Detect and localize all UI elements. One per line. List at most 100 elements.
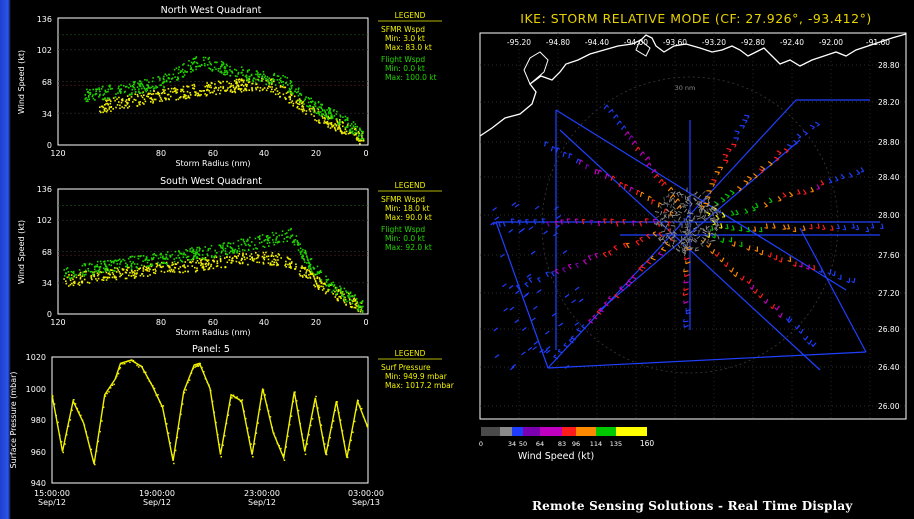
data-point bbox=[172, 91, 174, 93]
data-point bbox=[189, 68, 192, 70]
data-point bbox=[167, 264, 170, 267]
wind-barb bbox=[550, 146, 554, 152]
wind-barb bbox=[597, 221, 601, 227]
wind-barb-flag bbox=[707, 213, 711, 217]
data-point bbox=[279, 86, 282, 88]
wind-barb bbox=[581, 325, 587, 330]
data-point bbox=[337, 289, 340, 291]
data-point bbox=[134, 276, 136, 278]
wind-barb-flag bbox=[537, 277, 541, 279]
wind-barb-flag bbox=[638, 266, 642, 269]
wind-barb bbox=[571, 299, 576, 304]
pressure-point bbox=[296, 400, 298, 402]
data-point bbox=[126, 265, 129, 268]
data-point bbox=[183, 252, 185, 254]
wind-barb bbox=[760, 226, 763, 232]
wind-barb-flag bbox=[747, 115, 750, 119]
data-point bbox=[299, 274, 302, 277]
data-point bbox=[137, 82, 139, 85]
data-point bbox=[240, 88, 243, 90]
data-point bbox=[361, 309, 364, 312]
data-point bbox=[329, 116, 332, 119]
wind-barb-flag bbox=[789, 195, 793, 198]
data-point bbox=[78, 269, 81, 271]
data-point bbox=[208, 86, 211, 88]
data-point bbox=[252, 79, 254, 81]
data-point bbox=[248, 245, 251, 247]
data-point bbox=[208, 90, 211, 92]
wind-barb bbox=[554, 269, 560, 275]
center-barb bbox=[692, 239, 697, 243]
wind-barb bbox=[598, 309, 604, 313]
data-point bbox=[150, 97, 152, 99]
wind-barb bbox=[555, 224, 560, 229]
lon-label: -92.80 bbox=[741, 38, 765, 47]
pressure-point bbox=[213, 411, 215, 414]
center-barb bbox=[697, 229, 702, 232]
wind-barb-flag bbox=[714, 253, 718, 257]
wind-barb-flag bbox=[778, 199, 782, 202]
wind-barb-flag bbox=[524, 282, 528, 285]
data-point bbox=[230, 85, 233, 87]
data-point bbox=[109, 269, 112, 271]
data-point bbox=[154, 254, 157, 256]
data-point bbox=[168, 269, 171, 272]
wind-barb bbox=[759, 293, 764, 299]
data-point bbox=[183, 266, 186, 268]
data-point bbox=[126, 269, 128, 272]
center-barb bbox=[663, 196, 665, 201]
data-point bbox=[275, 241, 277, 244]
center-barb bbox=[674, 211, 678, 216]
data-point bbox=[349, 292, 352, 295]
data-point bbox=[105, 265, 107, 268]
wind-barb bbox=[761, 249, 764, 256]
data-point bbox=[137, 257, 140, 260]
data-point bbox=[189, 261, 191, 264]
wind-barb-flag bbox=[646, 233, 650, 236]
data-point bbox=[108, 271, 111, 273]
data-point bbox=[199, 248, 201, 250]
sw-legend-header: LEGEND bbox=[395, 181, 426, 190]
data-point bbox=[276, 256, 279, 258]
data-point bbox=[178, 257, 181, 259]
data-point bbox=[330, 114, 333, 117]
pressure-point bbox=[280, 447, 282, 450]
data-point bbox=[274, 93, 277, 96]
data-point bbox=[245, 88, 247, 90]
data-point bbox=[152, 100, 155, 103]
data-point bbox=[261, 76, 263, 78]
wind-barb bbox=[652, 219, 656, 225]
data-point bbox=[116, 267, 119, 270]
colorbar-label: Wind Speed (kt) bbox=[518, 451, 594, 462]
data-point bbox=[273, 261, 275, 263]
pressure-point bbox=[306, 443, 309, 445]
data-point bbox=[344, 298, 347, 301]
wind-barb bbox=[866, 226, 870, 232]
wind-barb bbox=[807, 264, 810, 270]
data-point bbox=[347, 296, 350, 299]
data-point bbox=[305, 270, 308, 272]
data-point bbox=[247, 263, 249, 266]
data-point bbox=[285, 263, 287, 265]
data-point bbox=[304, 268, 306, 270]
data-point bbox=[92, 94, 94, 96]
data-point bbox=[189, 248, 191, 250]
data-point bbox=[314, 105, 317, 108]
wind-barb bbox=[651, 199, 654, 205]
data-point bbox=[67, 271, 70, 273]
data-point bbox=[219, 259, 222, 261]
data-point bbox=[282, 93, 285, 96]
wind-barb bbox=[607, 250, 612, 256]
data-point bbox=[233, 249, 236, 252]
data-point bbox=[295, 101, 297, 104]
center-barb bbox=[702, 190, 706, 195]
data-point bbox=[347, 132, 350, 135]
center-barb bbox=[673, 233, 676, 239]
data-point bbox=[236, 82, 238, 84]
wind-barb-flag bbox=[712, 223, 716, 226]
wind-barb bbox=[837, 223, 840, 229]
data-point bbox=[259, 87, 262, 89]
data-point bbox=[84, 264, 86, 267]
data-point bbox=[334, 287, 337, 290]
data-point bbox=[146, 261, 149, 264]
